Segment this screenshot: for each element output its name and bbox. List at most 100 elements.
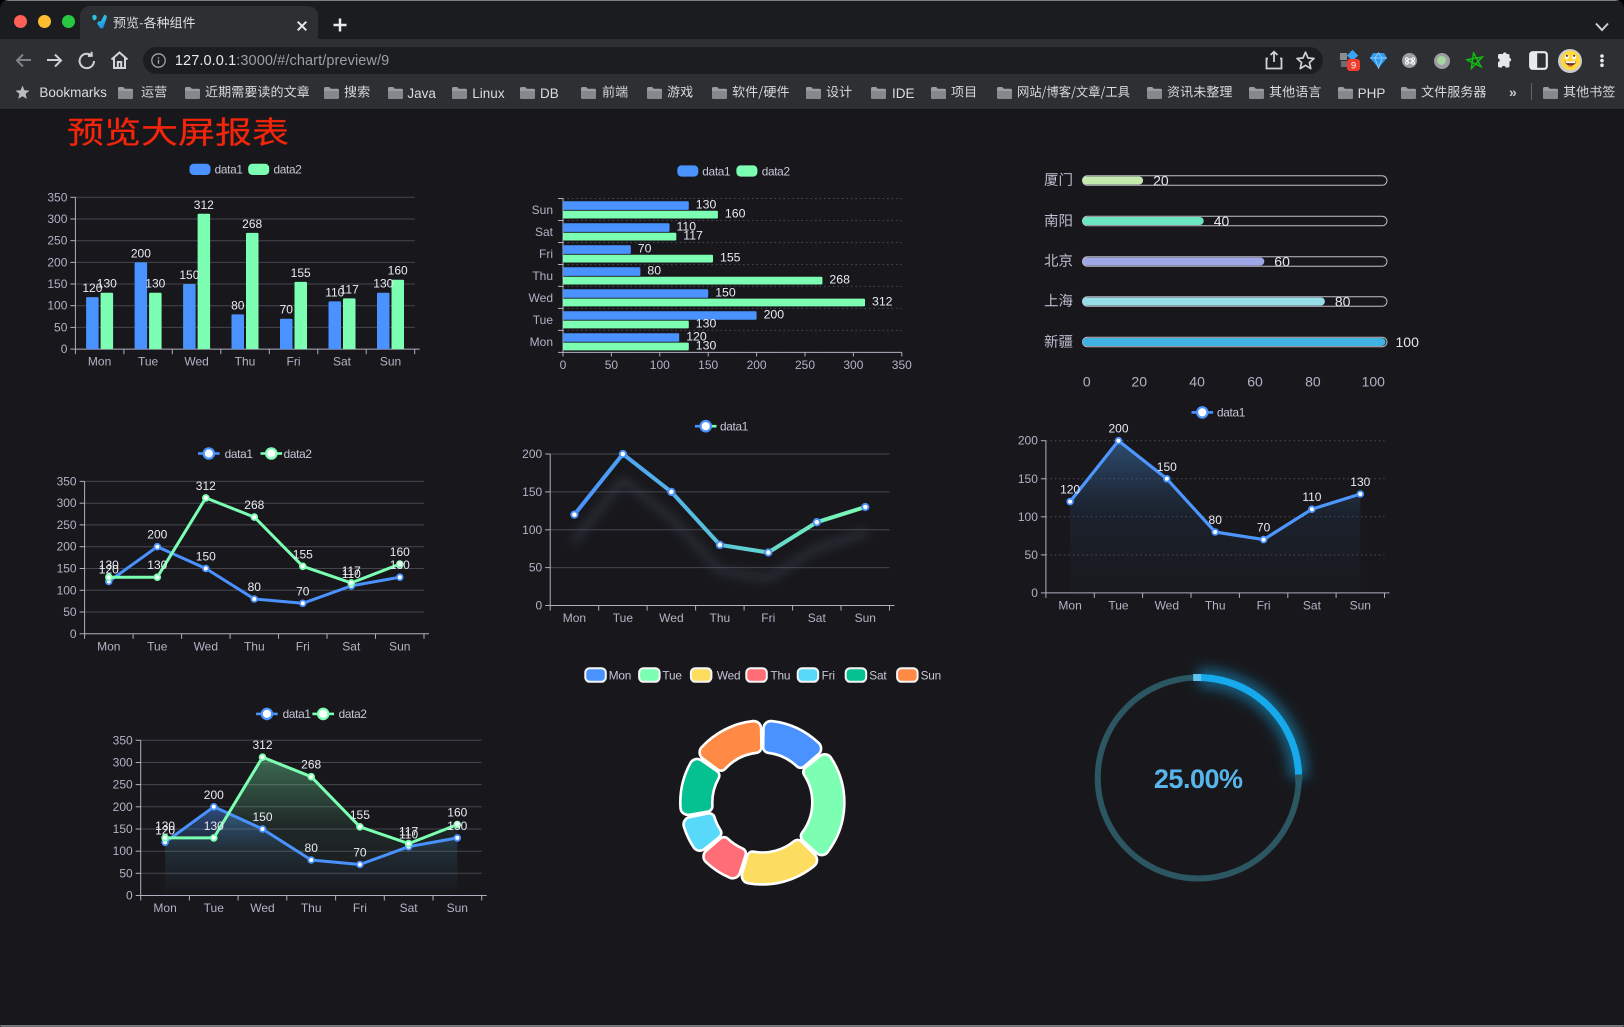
svg-text:130: 130 [99,558,119,572]
svg-text:Wed: Wed [250,901,274,915]
svg-text:Thu: Thu [301,901,322,915]
svg-text:130: 130 [145,277,165,291]
svg-text:130: 130 [97,277,117,291]
svg-text:160: 160 [390,545,410,559]
svg-text:Sat: Sat [1303,598,1322,612]
svg-text:110: 110 [677,220,697,234]
svg-text:Fri: Fri [287,355,301,369]
svg-text:data1: data1 [225,447,253,461]
svg-text:130: 130 [696,198,717,212]
svg-text:9: 9 [1351,60,1356,71]
svg-text:0: 0 [61,342,68,356]
svg-text:250: 250 [47,234,67,248]
svg-text:350: 350 [57,474,77,488]
svg-text:70: 70 [353,846,367,860]
svg-text:155: 155 [350,808,370,822]
svg-text:0: 0 [1083,374,1091,390]
svg-text:Sat: Sat [400,901,419,915]
svg-text:110: 110 [399,828,418,842]
svg-text:Thu: Thu [771,668,791,682]
svg-text:250: 250 [795,358,815,372]
svg-text:200: 200 [57,540,77,554]
svg-text:80: 80 [231,298,245,312]
svg-text:130: 130 [204,819,224,833]
svg-text:150: 150 [1157,460,1177,474]
svg-text:130: 130 [373,277,393,291]
svg-text:150: 150 [1018,472,1038,486]
svg-text:Wed: Wed [194,639,218,653]
svg-text:130: 130 [447,819,467,833]
svg-text:312: 312 [194,198,214,212]
svg-text:0: 0 [560,358,567,372]
svg-text:Sun: Sun [921,668,941,682]
svg-text:0: 0 [536,599,543,613]
svg-text:70: 70 [638,242,652,256]
svg-text:Mon: Mon [97,639,120,653]
svg-text:Fri: Fri [296,639,310,653]
svg-text:117: 117 [683,229,703,243]
svg-text:150: 150 [113,822,133,836]
svg-text:200: 200 [113,800,133,814]
svg-text:155: 155 [720,251,741,265]
svg-text:Mon: Mon [88,355,111,369]
svg-text:Sun: Sun [855,611,876,625]
svg-text:100: 100 [650,358,670,372]
svg-text:80: 80 [647,264,661,278]
svg-text:Mon: Mon [153,901,176,915]
svg-text:0: 0 [126,889,133,903]
svg-text:268: 268 [242,217,262,231]
svg-text:Thu: Thu [532,269,553,283]
svg-text:160: 160 [388,264,408,278]
svg-text:Wed: Wed [184,355,208,369]
svg-text:100: 100 [57,583,77,597]
svg-text:Tue: Tue [138,355,159,369]
svg-text:130: 130 [1350,475,1370,489]
svg-text:268: 268 [829,273,850,287]
svg-text:Fri: Fri [353,901,367,915]
svg-text:120: 120 [99,563,119,577]
svg-text:80: 80 [1305,374,1321,390]
svg-text:117: 117 [342,564,361,578]
svg-text:100: 100 [47,299,67,313]
svg-text:120: 120 [686,330,707,344]
svg-text:120: 120 [82,281,102,295]
svg-text:80: 80 [248,580,262,594]
svg-text:268: 268 [244,498,264,512]
svg-text:50: 50 [119,866,133,880]
svg-text:Sat: Sat [333,355,352,369]
svg-text:200: 200 [204,788,224,802]
svg-text:300: 300 [113,756,133,770]
svg-text:100: 100 [1362,374,1386,390]
svg-text:150: 150 [522,485,542,499]
svg-text:Tue: Tue [662,668,682,682]
svg-text:155: 155 [293,547,313,561]
svg-text:Thu: Thu [244,639,265,653]
svg-text:80: 80 [305,841,319,855]
svg-text:160: 160 [725,207,746,221]
svg-text:150: 150 [698,358,718,372]
svg-text:100: 100 [522,523,542,537]
svg-text:160: 160 [447,806,467,820]
svg-text:Thu: Thu [235,355,256,369]
svg-text:312: 312 [196,479,216,493]
svg-text:200: 200 [1018,434,1038,448]
svg-text:200: 200 [764,308,785,322]
svg-text:120: 120 [1060,483,1080,497]
svg-text:Tue: Tue [204,901,225,915]
svg-text:Fri: Fri [1257,598,1271,612]
svg-text:Tue: Tue [1108,598,1129,612]
svg-text:120: 120 [155,823,175,837]
svg-text:Fri: Fri [822,668,835,682]
svg-text:20: 20 [1131,374,1147,390]
svg-text:40: 40 [1214,213,1230,229]
svg-text:350: 350 [47,190,67,204]
svg-text:0: 0 [70,627,77,641]
svg-text:Wed: Wed [1155,598,1179,612]
svg-text:Sat: Sat [869,668,887,682]
svg-text:350: 350 [892,358,912,372]
svg-text:70: 70 [296,584,310,598]
svg-text:150: 150 [47,277,67,291]
svg-text:25.00%: 25.00% [1154,764,1243,794]
svg-text:Mon: Mon [609,668,631,682]
svg-text:Sat: Sat [342,639,361,653]
